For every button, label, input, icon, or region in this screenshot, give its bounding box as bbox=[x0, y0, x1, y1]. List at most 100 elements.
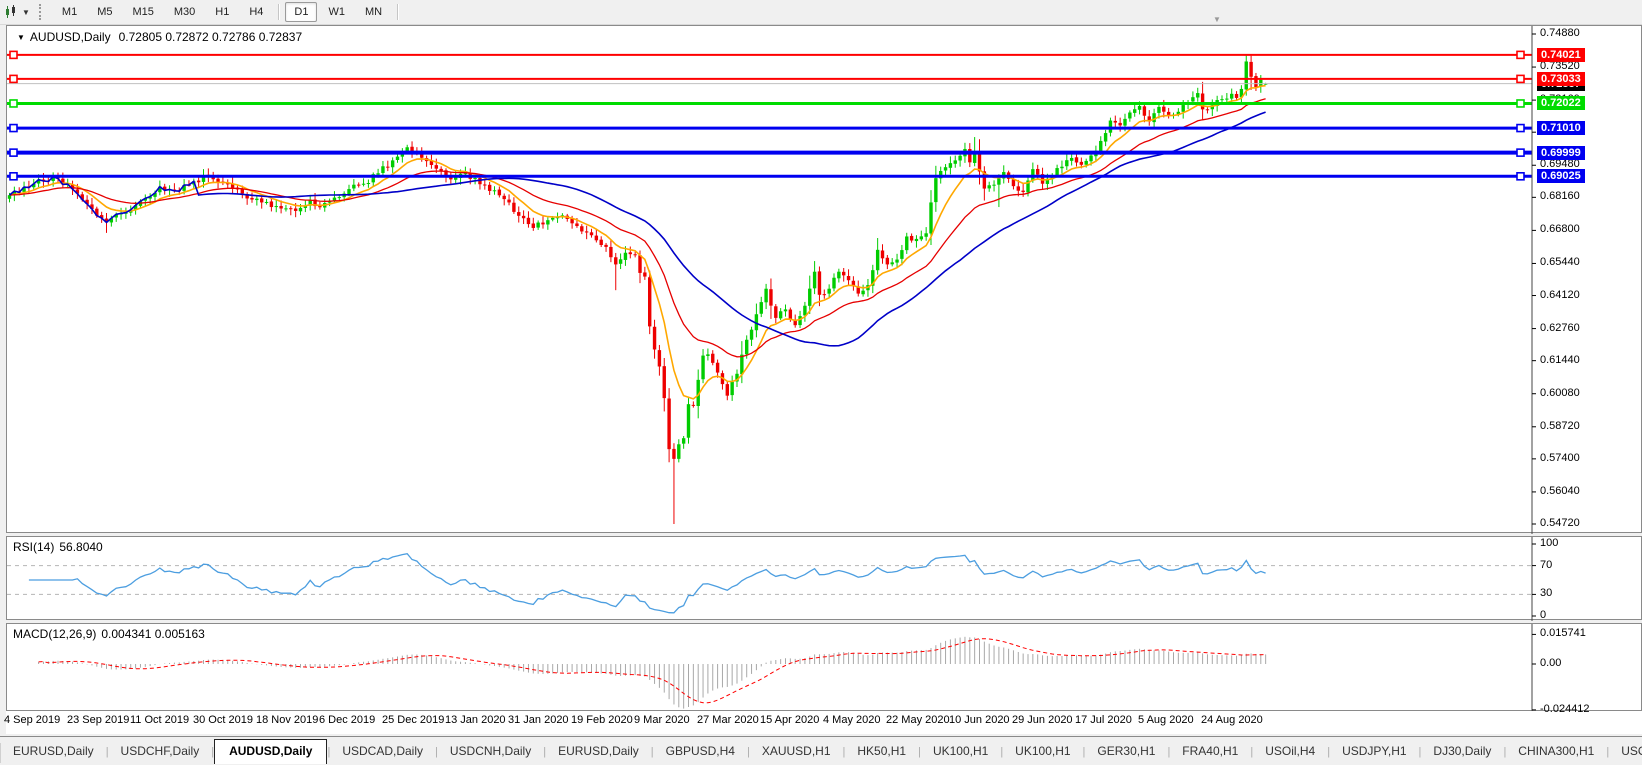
tab-separator: | bbox=[1503, 746, 1507, 758]
date-tick: 4 Sep 2019 bbox=[4, 714, 61, 726]
price-tick: 0.61440 bbox=[1540, 353, 1580, 366]
tab-separator: | bbox=[1606, 746, 1610, 758]
date-tick: 31 Jan 2020 bbox=[508, 714, 569, 726]
hline-handle[interactable] bbox=[1516, 99, 1525, 108]
hline-handle[interactable] bbox=[1516, 172, 1525, 181]
chart-tab-fra40-h1[interactable]: FRA40,H1 bbox=[1182, 744, 1239, 758]
macd-signal-line bbox=[38, 638, 1266, 704]
date-tick: 24 Aug 2020 bbox=[1201, 714, 1263, 726]
chart-tab-audusd-daily[interactable]: AUDUSD,Daily bbox=[214, 739, 328, 764]
price-tick: 0.69480 bbox=[1540, 158, 1580, 171]
tab-separator: | bbox=[211, 746, 215, 758]
chart-tab-ger30-h1[interactable]: GER30,H1 bbox=[1097, 744, 1156, 758]
rsi-tick: 0 bbox=[1540, 609, 1547, 621]
tab-separator: | bbox=[1250, 746, 1254, 758]
tab-separator: | bbox=[1167, 746, 1171, 758]
hline-handle[interactable] bbox=[9, 50, 18, 60]
hline-handle[interactable] bbox=[9, 123, 18, 133]
chart-tab-uk100-h1[interactable]: UK100,H1 bbox=[1015, 744, 1071, 758]
top-toolbar: ▼ M1 M5 M15 M30 H1 H4 D1 W1 MN bbox=[0, 0, 1642, 25]
tab-separator: | bbox=[1000, 746, 1004, 758]
timeframe-button-m1[interactable]: M1 bbox=[61, 6, 78, 18]
hline-price-badge: 0.72022 bbox=[1537, 96, 1585, 111]
date-tick: 9 Mar 2020 bbox=[634, 714, 690, 726]
price-tick: 0.65440 bbox=[1540, 256, 1580, 269]
hline-handle[interactable] bbox=[9, 148, 18, 157]
macd-label: MACD(12,26,9) 0.004341 0.005163 bbox=[13, 627, 205, 641]
chart-tab-usoil-h1[interactable]: USOil,H1 bbox=[1621, 744, 1642, 758]
chart-tab-eurusd-daily[interactable]: EURUSD,Daily bbox=[558, 744, 639, 758]
tab-separator: | bbox=[842, 746, 846, 758]
hline-price-badge: 0.69999 bbox=[1537, 145, 1585, 160]
date-tick: 5 Aug 2020 bbox=[1138, 714, 1194, 726]
chart-tab-eurusd-daily[interactable]: EURUSD,Daily bbox=[13, 744, 94, 758]
price-chart-plot[interactable] bbox=[7, 26, 1642, 534]
rsi-label: RSI(14) 56.8040 bbox=[13, 540, 103, 554]
chart-tool-caret-icon[interactable]: ▼ bbox=[22, 7, 30, 17]
tabs-gripper bbox=[0, 743, 1, 763]
tab-separator: | bbox=[650, 746, 654, 758]
hline-handle[interactable] bbox=[9, 99, 18, 108]
rsi-panel[interactable]: 100 70 30 0 RSI(14) 56.8040 bbox=[6, 536, 1642, 621]
macd-tick: -0.024412 bbox=[1540, 702, 1590, 715]
tab-separator: | bbox=[918, 746, 921, 758]
timeframe-button-w1[interactable]: W1 bbox=[328, 6, 345, 18]
chart-symbol-label: AUDUSD,Daily bbox=[29, 30, 111, 44]
timeframe-button-d1[interactable]: D1 bbox=[285, 2, 318, 22]
chart-tab-usdjpy-h1[interactable]: USDJPY,H1 bbox=[1342, 744, 1407, 758]
chart-tab-usoil-h4[interactable]: USOil,H4 bbox=[1265, 744, 1316, 758]
toolbar-separator bbox=[278, 4, 280, 20]
date-tick: 11 Oct 2019 bbox=[130, 714, 190, 726]
hline-handle[interactable] bbox=[1516, 50, 1525, 60]
rsi-current-value: 56.8040 bbox=[59, 540, 103, 554]
rsi-tick: 70 bbox=[1540, 558, 1553, 571]
chart-tab-dj30-daily[interactable]: DJ30,Daily bbox=[1433, 744, 1492, 758]
price-chart-panel[interactable]: 0.748800.735200.721600.708400.694800.681… bbox=[6, 25, 1642, 534]
rsi-plot[interactable] bbox=[7, 537, 1642, 621]
timeframe-button-h4[interactable]: H4 bbox=[249, 6, 264, 18]
date-tick: 27 Mar 2020 bbox=[697, 714, 759, 726]
chart-tab-usdchf-daily[interactable]: USDCHF,Daily bbox=[120, 744, 200, 758]
price-tick: 0.73520 bbox=[1540, 60, 1580, 73]
chart-tab-usdcnh-daily[interactable]: USDCNH,Daily bbox=[449, 744, 532, 758]
hline-handle[interactable] bbox=[9, 172, 18, 181]
macd-panel[interactable]: 0.015741 0.00 -0.024412 MACD(12,26,9) 0.0043… bbox=[6, 623, 1642, 715]
date-tick: 23 Sep 2019 bbox=[67, 714, 130, 726]
date-tick: 25 Dec 2019 bbox=[382, 714, 445, 726]
timeframe-button-m5[interactable]: M5 bbox=[97, 6, 113, 18]
macd-plot[interactable] bbox=[7, 624, 1642, 712]
chart-tab-xauusd-h1[interactable]: XAUUSD,H1 bbox=[761, 744, 831, 758]
tab-separator: | bbox=[1327, 746, 1331, 758]
price-tick: 0.54720 bbox=[1540, 517, 1580, 529]
hline-handle[interactable] bbox=[1516, 123, 1525, 133]
chart-tab-china300-h1[interactable]: CHINA300,H1 bbox=[1518, 744, 1595, 758]
price-tick: 0.62760 bbox=[1540, 321, 1580, 334]
timeframe-button-h1[interactable]: H1 bbox=[215, 6, 230, 18]
hline-price-badge: 0.74021 bbox=[1537, 47, 1585, 62]
hline-price-badge: 0.69025 bbox=[1537, 169, 1585, 184]
timeframe-button-mn[interactable]: MN bbox=[364, 6, 383, 18]
timeframe-button-m30[interactable]: M30 bbox=[173, 6, 196, 18]
hline-price-badge: 0.71010 bbox=[1537, 121, 1585, 136]
chart-tab-usdcad-daily[interactable]: USDCAD,Daily bbox=[342, 744, 423, 758]
chart-tab-hk50-h1[interactable]: HK50,H1 bbox=[857, 744, 907, 758]
chart-tab-uk100-h1[interactable]: UK100,H1 bbox=[932, 744, 989, 758]
fast-ma-line bbox=[9, 84, 1266, 400]
tab-separator: | bbox=[543, 746, 547, 758]
timeframe-button-m15[interactable]: M15 bbox=[132, 6, 154, 18]
rsi-tick: 100 bbox=[1540, 537, 1559, 549]
toolbar-gripper bbox=[38, 4, 44, 20]
date-tick: 29 Jun 2020 bbox=[1012, 714, 1073, 726]
tab-separator: | bbox=[327, 746, 331, 758]
chart-title-caret-icon: ▼ bbox=[17, 33, 25, 42]
tab-separator: | bbox=[105, 746, 109, 758]
hline-handle[interactable] bbox=[1516, 148, 1525, 157]
date-tick: 18 Nov 2019 bbox=[256, 714, 319, 726]
chart-tab-gbpusd-h4[interactable]: GBPUSD,H4 bbox=[665, 744, 735, 758]
chart-tool-icon[interactable] bbox=[2, 3, 22, 21]
tab-separator: | bbox=[435, 746, 438, 758]
hline-handle[interactable] bbox=[9, 74, 18, 84]
mid-ma-line bbox=[9, 98, 1266, 358]
toolbar-separator bbox=[397, 4, 399, 20]
hline-handle[interactable] bbox=[1516, 74, 1525, 84]
